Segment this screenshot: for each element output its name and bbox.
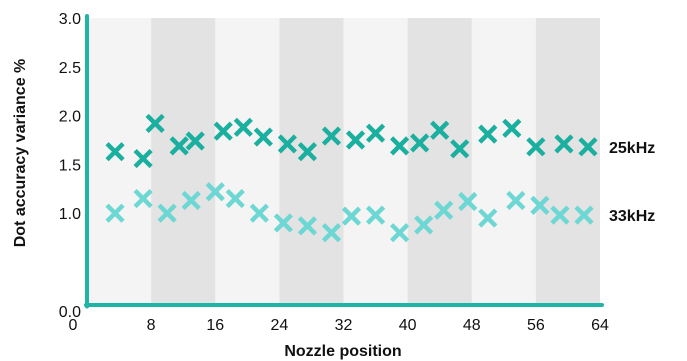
data-point [253, 127, 273, 147]
data-point [414, 215, 434, 235]
y-tick-label: 2.5 [59, 60, 81, 77]
background-band-2 [407, 18, 472, 305]
data-point [145, 113, 165, 133]
x-tick-label: 24 [270, 317, 288, 334]
data-point [213, 121, 233, 141]
x-tick-label: 40 [399, 317, 417, 334]
data-point [105, 203, 125, 223]
y-tick-label: 1.5 [59, 157, 81, 174]
background-band-3 [535, 18, 600, 305]
data-point [185, 131, 205, 151]
x-tick-label: 56 [527, 317, 545, 334]
y-tick-label: 3.0 [59, 11, 81, 28]
data-point [502, 118, 522, 138]
axes [84, 14, 604, 309]
x-tick-label: 16 [206, 317, 224, 334]
data-point [297, 216, 318, 236]
data-point [225, 188, 245, 209]
data-point [133, 188, 153, 209]
data-point [273, 213, 293, 233]
data-point [526, 137, 546, 157]
series-labels: 25kHz 33kHz [609, 140, 655, 225]
y-axis-title: Dot accuracy variance % [12, 59, 29, 248]
x-tick-label: 32 [335, 317, 353, 334]
x-tick-labels: 0 8 16 24 32 40 48 56 64 [69, 317, 609, 334]
data-point [205, 182, 225, 202]
data-point [249, 203, 269, 223]
data-point [578, 137, 598, 157]
data-point [157, 203, 177, 223]
data-point [478, 124, 498, 144]
series-33kHz [105, 182, 594, 243]
data-point [321, 223, 342, 243]
data-point [574, 205, 594, 225]
data-point [390, 223, 410, 243]
data-point [181, 190, 201, 211]
data-point [277, 134, 297, 154]
x-tick-label: 8 [147, 317, 156, 334]
data-point [550, 205, 570, 225]
data-point [530, 195, 550, 215]
series-label-33kHz: 33kHz [609, 208, 655, 225]
data-point [434, 200, 454, 220]
data-point [233, 117, 253, 137]
data-point [321, 126, 342, 146]
data-marks [105, 113, 598, 243]
series-25kHz [105, 113, 598, 169]
x-axis-title: Nozzle position [284, 343, 401, 360]
data-point [365, 205, 386, 225]
background-band-1 [279, 18, 344, 305]
data-point [169, 136, 189, 156]
x-tick-label: 0 [69, 317, 78, 334]
y-tick-label: 2.0 [59, 109, 81, 126]
data-point [105, 142, 125, 162]
data-point [390, 136, 410, 156]
background-bands [87, 18, 600, 305]
data-point [430, 120, 450, 140]
series-label-25kHz: 25kHz [609, 140, 655, 157]
data-point [365, 123, 386, 143]
data-point [410, 133, 430, 153]
data-point [341, 206, 362, 226]
data-point [478, 208, 498, 228]
x-tick-label: 64 [591, 317, 609, 334]
data-point [297, 142, 318, 162]
data-point [458, 191, 478, 212]
background-band-0 [151, 18, 216, 305]
x-tick-label: 48 [463, 317, 481, 334]
data-point [450, 139, 470, 159]
y-tick-label: 1.0 [59, 206, 81, 223]
y-tick-labels: 0.0 1.0 1.5 2.0 2.5 3.0 [59, 11, 81, 321]
y-tick-label: 0.0 [59, 304, 81, 321]
data-point [506, 190, 526, 211]
data-point [554, 134, 574, 154]
data-point [345, 130, 366, 150]
data-point [133, 148, 153, 169]
